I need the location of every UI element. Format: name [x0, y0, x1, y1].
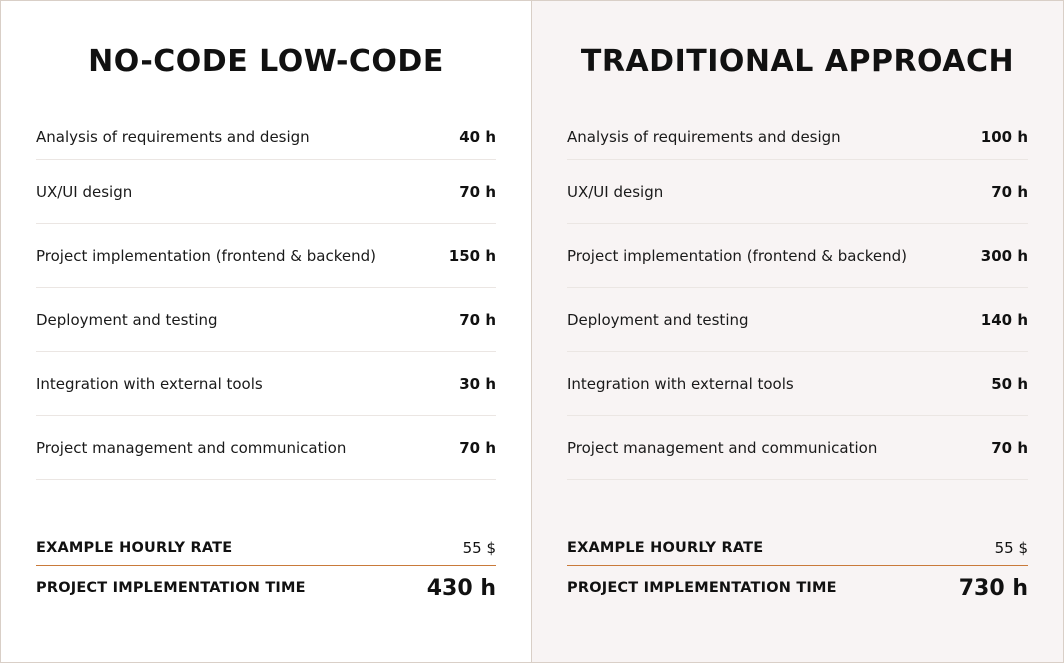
total-time-row: PROJECT IMPLEMENTATION TIME 730 h [567, 566, 1028, 610]
task-row: Analysis of requirements and design 100 … [567, 115, 1028, 160]
task-label: Project implementation (frontend & backe… [36, 246, 376, 265]
panel-title: NO-CODE LOW-CODE [88, 44, 444, 79]
hourly-rate-value: 55 $ [462, 538, 496, 557]
task-label: Project management and communication [36, 438, 347, 457]
panel-title: TRADITIONAL APPROACH [580, 44, 1015, 79]
total-time-row: PROJECT IMPLEMENTATION TIME 430 h [36, 566, 496, 610]
task-hours: 100 h [980, 128, 1028, 146]
task-hours: 70 h [459, 310, 496, 329]
task-row: Project implementation (frontend & backe… [36, 224, 496, 288]
task-row: Integration with external tools 30 h [36, 352, 496, 416]
task-row: Deployment and testing 140 h [567, 288, 1028, 352]
task-hours: 50 h [991, 374, 1028, 393]
hourly-rate-value: 55 $ [994, 538, 1028, 557]
hourly-rate-row: EXAMPLE HOURLY RATE 55 $ [36, 530, 496, 566]
task-hours: 70 h [459, 438, 496, 457]
total-time-label: PROJECT IMPLEMENTATION TIME [567, 580, 837, 596]
task-hours: 150 h [448, 246, 496, 265]
total-time-value: 430 h [426, 575, 496, 601]
task-label: Project implementation (frontend & backe… [567, 246, 907, 265]
task-label: UX/UI design [36, 182, 133, 201]
task-row: Deployment and testing 70 h [36, 288, 496, 352]
task-label: Deployment and testing [36, 310, 218, 329]
total-time-label: PROJECT IMPLEMENTATION TIME [36, 580, 306, 596]
summary: EXAMPLE HOURLY RATE 55 $ PROJECT IMPLEME… [36, 530, 496, 610]
task-label: Integration with external tools [567, 374, 794, 393]
task-label: Deployment and testing [567, 310, 749, 329]
task-hours: 140 h [980, 310, 1028, 329]
panel-no-code-low-code: NO-CODE LOW-CODE Analysis of requirement… [1, 1, 532, 662]
task-hours: 70 h [991, 438, 1028, 457]
hourly-rate-row: EXAMPLE HOURLY RATE 55 $ [567, 530, 1028, 566]
task-row: UX/UI design 70 h [567, 160, 1028, 224]
task-hours: 30 h [459, 374, 496, 393]
task-hours: 70 h [991, 182, 1028, 201]
task-hours: 300 h [980, 246, 1028, 265]
task-hours: 70 h [459, 182, 496, 201]
task-list: Analysis of requirements and design 100 … [567, 115, 1028, 480]
task-row: Project management and communication 70 … [36, 416, 496, 480]
task-row: Integration with external tools 50 h [567, 352, 1028, 416]
task-label: Analysis of requirements and design [567, 128, 841, 146]
task-label: Analysis of requirements and design [36, 128, 310, 146]
task-list: Analysis of requirements and design 40 h… [36, 115, 496, 480]
task-row: Analysis of requirements and design 40 h [36, 115, 496, 160]
hourly-rate-label: EXAMPLE HOURLY RATE [567, 539, 764, 556]
panel-traditional-approach: TRADITIONAL APPROACH Analysis of require… [532, 1, 1063, 662]
task-label: Project management and communication [567, 438, 878, 457]
hourly-rate-label: EXAMPLE HOURLY RATE [36, 539, 233, 556]
task-label: Integration with external tools [36, 374, 263, 393]
task-label: UX/UI design [567, 182, 664, 201]
summary: EXAMPLE HOURLY RATE 55 $ PROJECT IMPLEME… [567, 530, 1028, 610]
task-row: UX/UI design 70 h [36, 160, 496, 224]
task-row: Project management and communication 70 … [567, 416, 1028, 480]
total-time-value: 730 h [958, 575, 1028, 601]
task-hours: 40 h [459, 128, 496, 146]
task-row: Project implementation (frontend & backe… [567, 224, 1028, 288]
